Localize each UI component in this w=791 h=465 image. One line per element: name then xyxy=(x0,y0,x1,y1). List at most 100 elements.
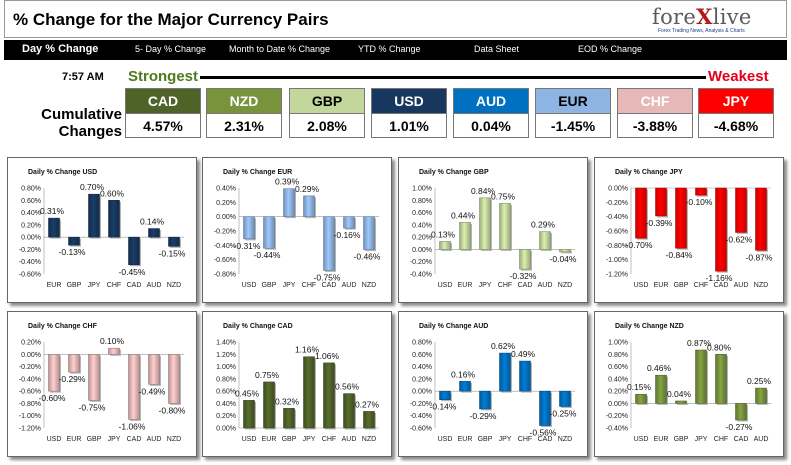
data-label: -0.84% xyxy=(666,250,693,260)
cumulative-label-line1: Cumulative xyxy=(41,106,122,123)
bar-chf xyxy=(323,362,335,429)
y-tick-label: 0.20% xyxy=(216,200,236,207)
data-label: -0.87% xyxy=(746,252,773,262)
data-label: -0.31% xyxy=(234,241,261,251)
bar-jpy xyxy=(88,193,100,238)
data-label: -0.56% xyxy=(530,428,557,438)
y-tick-label: 0.80% xyxy=(216,376,236,383)
category-label: NZD xyxy=(558,282,572,289)
category-label: JPY xyxy=(108,436,121,443)
data-label: -0.29% xyxy=(470,411,497,421)
bar-chart: Daily % Change CAD 1.40% 1.20% 1.00% 0.80% 0.… xyxy=(216,323,380,443)
data-label: -0.46% xyxy=(354,252,381,262)
category-label: AUD xyxy=(342,436,357,443)
category-label: AUD xyxy=(754,436,769,443)
bar-usd xyxy=(635,393,647,404)
category-label: CAD xyxy=(518,282,533,289)
category-label: JPY xyxy=(283,282,296,289)
chart-title: Daily % Change EUR xyxy=(223,169,292,176)
data-label: -0.75% xyxy=(79,402,106,412)
bar-usd xyxy=(635,187,647,239)
category-label: USD xyxy=(634,282,649,289)
bar-gbp xyxy=(283,408,295,429)
category-label: EUR xyxy=(47,282,62,289)
currency-code: JPY xyxy=(699,89,773,114)
bar-eur xyxy=(68,354,80,373)
forexlive-logo[interactable]: foreXlive Forex Trading News, Analysis &… xyxy=(652,6,772,36)
bar-cad xyxy=(539,390,551,426)
bar-chf xyxy=(715,354,727,404)
bar-usd xyxy=(439,390,451,400)
bar-chf xyxy=(499,203,511,250)
y-tick-label: 0.80% xyxy=(412,340,432,347)
y-tick-label: -1.00% xyxy=(606,257,628,264)
data-label: 0.62% xyxy=(491,341,516,351)
category-label: CAD xyxy=(322,282,337,289)
y-tick-label: 0.00% xyxy=(608,401,628,408)
y-tick-label: 0.00% xyxy=(216,214,236,221)
data-label: 0.25% xyxy=(747,376,772,386)
tab-month-to-date-change[interactable]: Month to Date % Change xyxy=(229,44,331,54)
data-label: 0.46% xyxy=(647,363,672,373)
data-label: 0.45% xyxy=(235,388,260,398)
category-label: GBP xyxy=(674,436,689,443)
tab-eod-change[interactable]: EOD % Change xyxy=(578,44,643,54)
bar-chart: Daily % Change GBP1.00%0.80%0.60%0.40%0.… xyxy=(410,169,577,289)
y-tick-label: -0.60% xyxy=(19,389,41,396)
bar-eur xyxy=(48,217,60,238)
bar-chart: Daily % Change JPY 0.00% -0.20% -0.40% -0.60… xyxy=(606,169,773,289)
currency-cumulative-value: 2.31% xyxy=(224,118,264,134)
currency-box-chf: CHF -3.88% xyxy=(617,88,693,138)
currency-cumulative-value: 1.01% xyxy=(389,118,429,134)
currency-cumulative-value: -3.88% xyxy=(632,118,678,134)
data-label: 0.10% xyxy=(100,336,125,346)
category-label: CAD xyxy=(127,436,142,443)
bar-jpy xyxy=(283,188,295,217)
y-tick-label: 0.40% xyxy=(216,401,236,408)
tab-ytd-change[interactable]: YTD % Change xyxy=(358,44,421,54)
data-label: 0.13% xyxy=(431,229,456,239)
data-label: -0.25% xyxy=(550,409,577,419)
category-label: GBP xyxy=(478,436,493,443)
data-label: 0.70% xyxy=(80,182,105,192)
category-label: AUD xyxy=(147,436,162,443)
chart-panel: Daily % Change NZD 1.00% 0.80% 0.60% 0.40% 0.… xyxy=(594,311,784,457)
data-label: -0.80% xyxy=(159,405,186,415)
y-tick-label: 0.00% xyxy=(412,247,432,254)
category-label: GBP xyxy=(674,282,689,289)
y-tick-label: -0.20% xyxy=(606,200,628,207)
data-label: 0.27% xyxy=(355,399,380,409)
data-label: 0.87% xyxy=(687,338,712,348)
weakest-label: Weakest xyxy=(708,68,769,85)
tab-data-sheet[interactable]: Data Sheet xyxy=(474,44,520,54)
category-label: NZD xyxy=(362,282,376,289)
y-tick-label: -0.40% xyxy=(19,259,41,266)
chart-title: Daily % Change GBP xyxy=(419,169,489,176)
data-label: 0.60% xyxy=(100,188,125,198)
data-label: 0.15% xyxy=(627,382,652,392)
bar-chf xyxy=(519,360,531,392)
y-tick-label: -0.60% xyxy=(214,257,236,264)
data-label: -0.75% xyxy=(314,272,341,282)
data-label: -0.45% xyxy=(119,267,146,277)
chart-panel: Daily % Change CHF 0.20% 0.00% -0.20% -0.40%… xyxy=(7,311,197,457)
category-label: CAD xyxy=(714,282,729,289)
y-tick-label: -0.40% xyxy=(606,214,628,221)
category-label: CHF xyxy=(694,282,708,289)
category-label: NZD xyxy=(167,436,181,443)
currency-code: CAD xyxy=(126,89,200,114)
tab-5-day-change[interactable]: 5- Day % Change xyxy=(135,44,207,54)
bar-gbp xyxy=(479,390,491,410)
y-tick-label: -1.00% xyxy=(19,413,41,420)
tab-day-change[interactable]: Day % Change xyxy=(22,43,99,55)
data-label: -0.49% xyxy=(139,386,166,396)
data-label: 0.84% xyxy=(471,186,496,196)
bar-aud xyxy=(343,216,355,229)
y-tick-label: 0.40% xyxy=(608,376,628,383)
data-label: 0.31% xyxy=(40,206,65,216)
y-tick-label: 1.40% xyxy=(216,340,236,347)
y-tick-label: 1.00% xyxy=(412,186,432,193)
bar-aud xyxy=(755,387,767,404)
data-label: -0.13% xyxy=(59,247,86,257)
category-label: CHF xyxy=(714,436,728,443)
